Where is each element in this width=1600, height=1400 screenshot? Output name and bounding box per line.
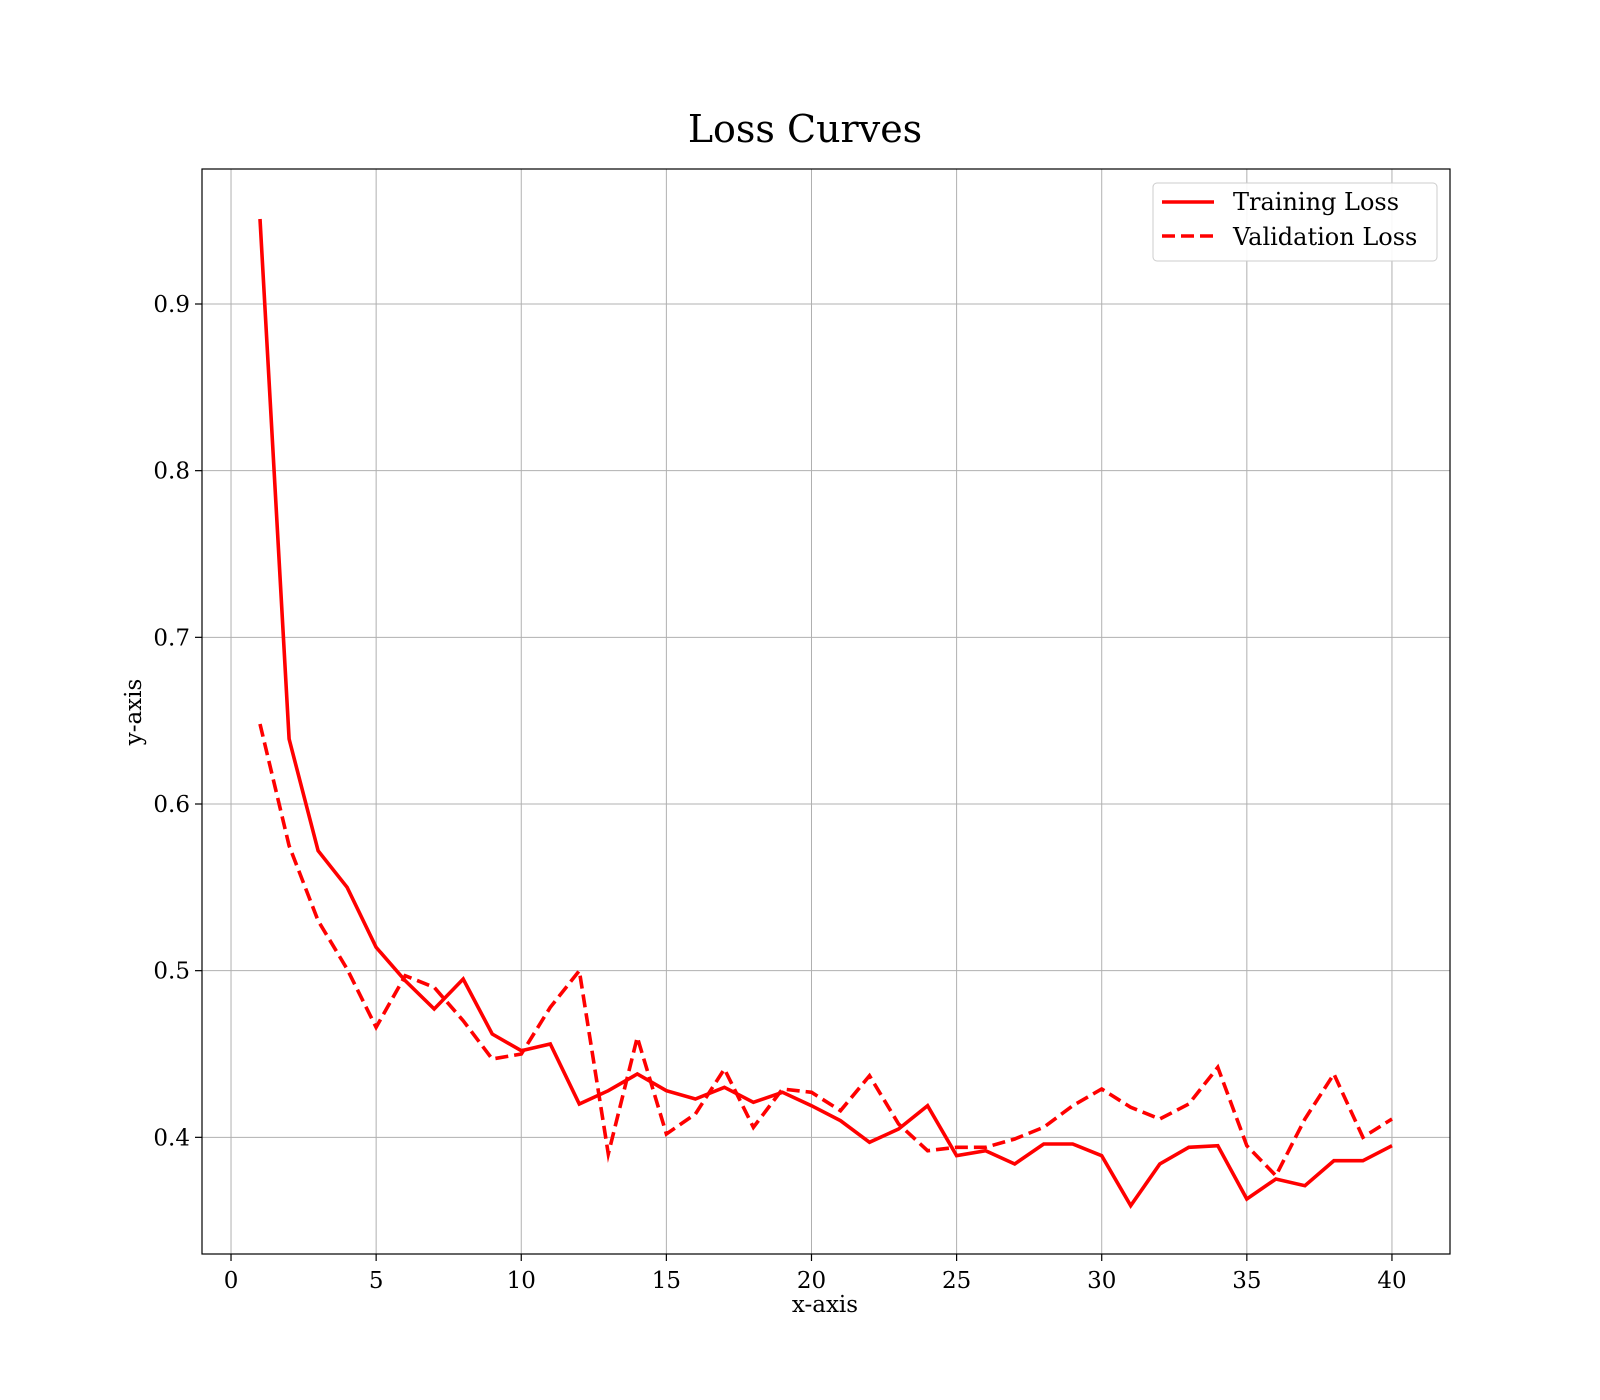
x-tick-label: 35 — [1232, 1268, 1261, 1294]
y-tick-label: 0.9 — [153, 292, 190, 318]
chart-title: Loss Curves — [688, 107, 922, 151]
series-lines — [258, 218, 1393, 1210]
y-tick-label: 0.5 — [153, 959, 190, 985]
y-tick-label: 0.6 — [153, 792, 190, 818]
x-axis-label: x-axis — [792, 1292, 858, 1318]
legend-box — [1152, 182, 1438, 262]
x-tick-label: 20 — [797, 1268, 826, 1294]
series-line-training-loss — [258, 218, 1393, 1210]
x-tick-label: 15 — [652, 1268, 681, 1294]
y-axis-label: y-axis — [121, 679, 147, 747]
plot-frame — [201, 168, 1451, 1255]
y-tick-label: 0.7 — [153, 625, 190, 651]
y-tick-label: 0.8 — [153, 459, 190, 485]
x-tick-label: 5 — [369, 1268, 384, 1294]
y-tick-label: 0.4 — [153, 1125, 190, 1151]
x-tick-label: 40 — [1377, 1268, 1406, 1294]
legend-label-validation-loss: Validation Loss — [1232, 223, 1417, 251]
x-tick-label: 10 — [507, 1268, 536, 1294]
series-line-validation-loss — [258, 723, 1393, 1179]
axis-ticks: 0 5 10 15 20 25 30 35 40 0.4 0.5 0.6 0.7 0.8 0.9 — [153, 292, 1406, 1294]
legend: Training Loss Validation Loss — [1152, 182, 1438, 262]
grid-lines — [202, 169, 1450, 1254]
x-tick-label: 25 — [942, 1268, 971, 1294]
legend-label-training-loss: Training Loss — [1233, 188, 1399, 216]
x-tick-label: 30 — [1087, 1268, 1116, 1294]
x-tick-label: 0 — [224, 1268, 239, 1294]
